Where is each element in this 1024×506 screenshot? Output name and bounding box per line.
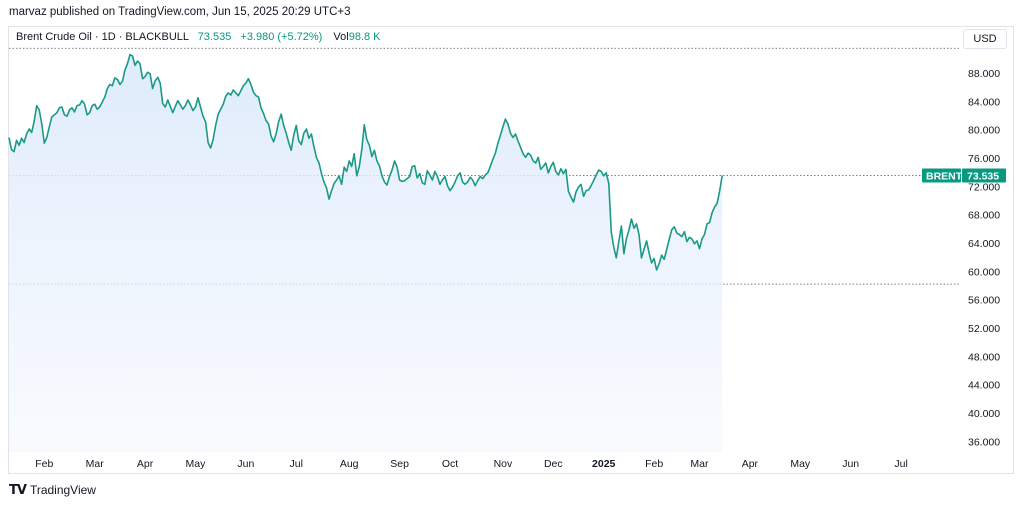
- price-line: [8, 53, 723, 271]
- tradingview-logo-icon: 𝗧𝗩: [9, 482, 27, 497]
- price-area-fill: [9, 54, 723, 452]
- x-axis-tick-label: Mar: [86, 458, 105, 470]
- currency-button[interactable]: USD: [963, 29, 1007, 49]
- price-label-name-bg: [922, 168, 961, 183]
- price-label-value-bg: [962, 168, 1006, 183]
- y-axis-tick-label: 68.000: [968, 210, 1000, 222]
- y-axis-tick-label: 44.000: [968, 380, 1000, 392]
- price-label-value: 73.535: [967, 171, 999, 183]
- y-axis-tick-label: 48.000: [968, 351, 1000, 363]
- symbol-legend[interactable]: Brent Crude Oil · 1D · BLACKBULL 73.535 …: [16, 31, 381, 43]
- y-axis-tick-label: 72.000: [968, 181, 1000, 193]
- price-label-name: BRENT: [926, 171, 963, 183]
- y-axis-tick-label: 56.000: [968, 295, 1000, 307]
- published-info: marvaz published on TradingView.com, Jun…: [9, 6, 351, 18]
- volume-label: Vol: [333, 31, 349, 43]
- x-axis-tick-label: May: [186, 458, 207, 470]
- y-axis-tick-label: 36.000: [968, 436, 1000, 448]
- brand-name: TradingView: [29, 483, 96, 497]
- price-change: +3.980 (+5.72%): [240, 31, 323, 43]
- y-axis-tick-label: 52.000: [968, 323, 1000, 335]
- x-axis-tick-label: Apr: [137, 458, 154, 470]
- y-axis-tick-label: 80.000: [968, 125, 1000, 137]
- x-axis-tick-label: Nov: [494, 458, 513, 470]
- x-axis-tick-label: Jul: [290, 458, 303, 470]
- chart-frame: [8, 26, 1014, 474]
- symbol-name[interactable]: Brent Crude Oil · 1D · BLACKBULL: [16, 31, 189, 43]
- x-axis-tick-label: Mar: [690, 458, 709, 470]
- x-axis-tick-label: Feb: [645, 458, 663, 470]
- x-axis-tick-label: Feb: [35, 458, 53, 470]
- x-axis-tick-label: Jun: [237, 458, 254, 470]
- last-price: 73.535: [197, 31, 232, 43]
- volume-value: 98.8 K: [348, 31, 381, 43]
- y-axis-tick-label: 88.000: [968, 68, 1000, 80]
- x-axis-tick-label: Aug: [340, 458, 359, 470]
- x-axis-tick-label: May: [790, 458, 811, 470]
- footer-branding: 𝗧𝗩 TradingView: [9, 482, 96, 498]
- y-axis-tick-label: 60.000: [968, 266, 1000, 278]
- y-axis-tick-label: 40.000: [968, 408, 1000, 420]
- y-axis-tick-label: 84.000: [968, 96, 1000, 108]
- x-axis-tick-label: Oct: [442, 458, 458, 470]
- x-axis-tick-label: Jul: [894, 458, 907, 470]
- x-axis-tick-label: Apr: [742, 458, 759, 470]
- x-axis-tick-label: 2025: [592, 458, 616, 470]
- x-axis-tick-label: Dec: [544, 458, 563, 470]
- y-axis-tick-label: 64.000: [968, 238, 1000, 250]
- x-axis-tick-label: Jun: [842, 458, 859, 470]
- y-axis-tick-label: 76.000: [968, 153, 1000, 165]
- x-axis-tick-label: Sep: [390, 458, 409, 470]
